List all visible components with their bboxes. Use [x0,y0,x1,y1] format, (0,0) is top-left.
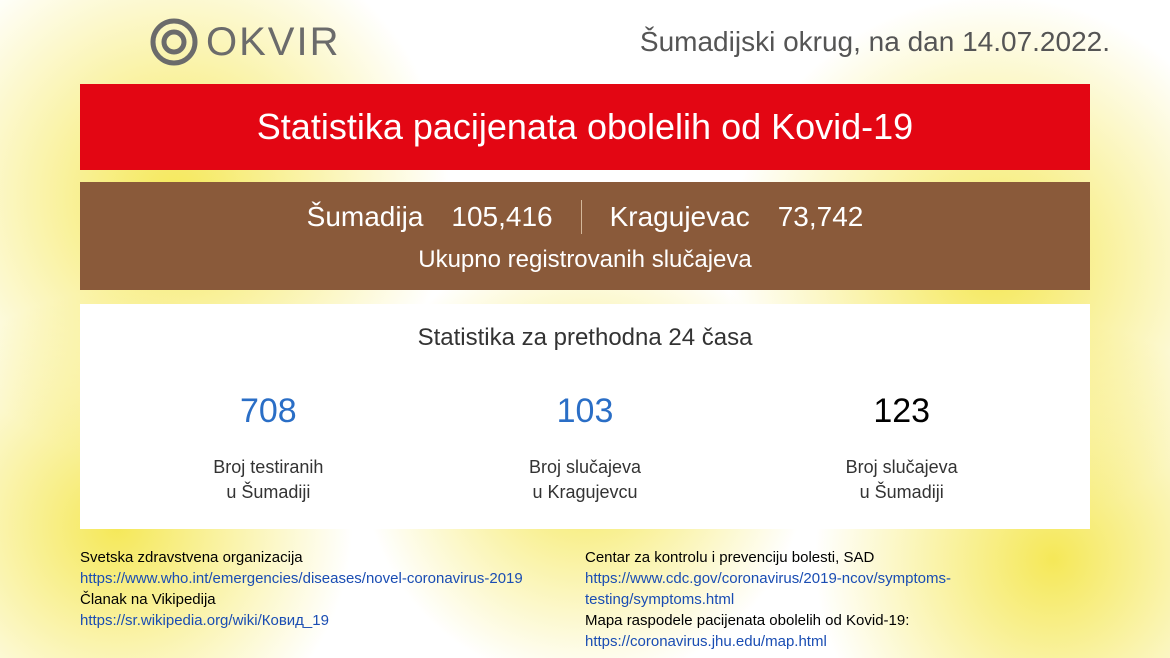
stats-title: Statistika za prethodna 24 časa [80,324,1090,352]
totals-banner: Šumadija 105,416 Kragujevac 73,742 Ukupn… [80,182,1090,290]
sources-left: Svetska zdravstvena organizacija https:/… [80,547,585,652]
stat-label: Broj slučajeva u Kragujevcu [427,455,744,505]
source-title: Centar za kontrolu i prevenciju bolesti,… [585,547,1090,568]
totals-divider [581,200,582,234]
source-title: Svetska zdravstvena organizacija [80,547,585,568]
totals-subtitle: Ukupno registrovanih slučajeva [80,246,1090,274]
stat-label: Broj testiranih u Šumadiji [110,455,427,505]
source-link[interactable]: https://sr.wikipedia.org/wiki/Ковид_19 [80,610,585,631]
sources-right: Centar za kontrolu i prevenciju bolesti,… [585,547,1090,652]
stat-block-tested: 708 Broj testiranih u Šumadiji [110,392,427,505]
header: OKVIR Šumadijski okrug, na dan 14.07.202… [0,0,1170,76]
totals-row: Šumadija 105,416 Kragujevac 73,742 [80,200,1090,234]
source-link[interactable]: https://www.who.int/emergencies/diseases… [80,568,585,589]
region1-label: Šumadija [307,201,424,233]
logo-text: OKVIR [206,20,340,65]
sources: Svetska zdravstvena organizacija https:/… [0,547,1170,652]
title-banner: Statistika pacijenata obolelih od Kovid-… [80,84,1090,170]
stat-block-kragujevac: 103 Broj slučajeva u Kragujevcu [427,392,744,505]
stat-block-sumadija: 123 Broj slučajeva u Šumadiji [743,392,1060,505]
stat-value: 708 [110,392,427,431]
stat-value: 103 [427,392,744,431]
stat-value: 123 [743,392,1060,431]
region2-value: 73,742 [778,201,864,233]
logo: OKVIR [150,18,340,66]
region2-label: Kragujevac [610,201,750,233]
location-date: Šumadijski okrug, na dan 14.07.2022. [640,26,1110,58]
source-link[interactable]: https://www.cdc.gov/coronavirus/2019-nco… [585,568,1090,610]
source-link[interactable]: https://coronavirus.jhu.edu/map.html [585,631,1090,652]
logo-icon [150,18,198,66]
stat-label: Broj slučajeva u Šumadiji [743,455,1060,505]
source-title: Članak na Vikipedija [80,589,585,610]
region1-value: 105,416 [451,201,552,233]
stats-panel: Statistika za prethodna 24 časa 708 Broj… [80,304,1090,529]
source-title: Mapa raspodele pacijenata obolelih od Ko… [585,610,1090,631]
stats-grid: 708 Broj testiranih u Šumadiji 103 Broj … [80,392,1090,505]
